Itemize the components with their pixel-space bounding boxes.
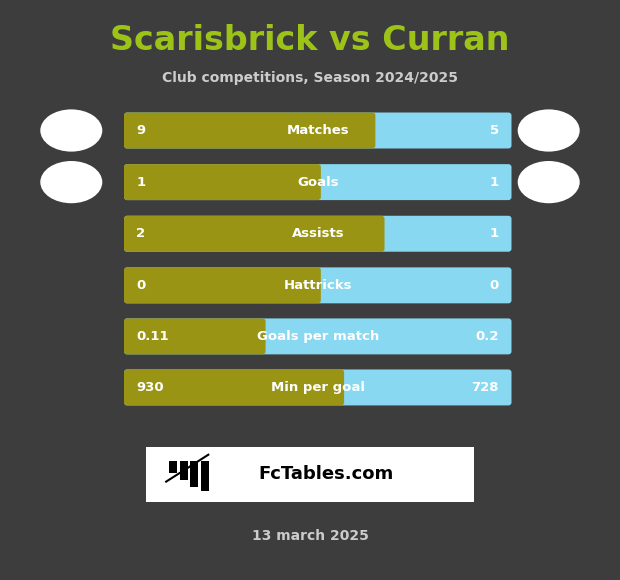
FancyBboxPatch shape [124, 164, 512, 200]
Bar [180, 461, 188, 480]
Text: FcTables.com: FcTables.com [258, 465, 393, 483]
Bar [332, 372, 341, 403]
Bar [363, 115, 372, 146]
Text: 5: 5 [490, 124, 499, 137]
Text: 9: 9 [136, 124, 146, 137]
Text: Min per goal: Min per goal [271, 381, 365, 394]
FancyBboxPatch shape [124, 267, 321, 303]
Text: 13 march 2025: 13 march 2025 [252, 530, 368, 543]
Bar [372, 219, 381, 249]
Bar [146, 447, 474, 502]
Ellipse shape [518, 110, 580, 151]
Ellipse shape [518, 161, 580, 203]
FancyBboxPatch shape [124, 318, 512, 354]
FancyBboxPatch shape [124, 318, 265, 354]
Text: Goals per match: Goals per match [257, 330, 379, 343]
Text: 728: 728 [472, 381, 499, 394]
Text: 0: 0 [136, 279, 146, 292]
FancyBboxPatch shape [124, 113, 375, 148]
FancyBboxPatch shape [124, 164, 321, 200]
Bar [309, 270, 317, 300]
FancyBboxPatch shape [124, 267, 512, 303]
Text: 1: 1 [490, 176, 499, 189]
Text: 930: 930 [136, 381, 164, 394]
Text: Matches: Matches [286, 124, 349, 137]
Bar [201, 461, 209, 491]
FancyBboxPatch shape [124, 113, 512, 148]
FancyBboxPatch shape [124, 369, 344, 405]
FancyBboxPatch shape [124, 216, 384, 252]
Text: 2: 2 [136, 227, 146, 240]
Text: 0.2: 0.2 [476, 330, 499, 343]
Text: Assists: Assists [291, 227, 344, 240]
FancyBboxPatch shape [124, 216, 512, 252]
Ellipse shape [40, 161, 102, 203]
Bar [253, 321, 262, 351]
Text: Hattricks: Hattricks [283, 279, 352, 292]
Bar [309, 167, 317, 197]
Text: Goals: Goals [297, 176, 339, 189]
Ellipse shape [40, 110, 102, 151]
Text: Club competitions, Season 2024/2025: Club competitions, Season 2024/2025 [162, 71, 458, 85]
Text: 1: 1 [136, 176, 146, 189]
Text: 0.11: 0.11 [136, 330, 169, 343]
Bar [190, 461, 198, 487]
Bar [169, 461, 177, 473]
Text: 1: 1 [490, 227, 499, 240]
FancyBboxPatch shape [124, 369, 512, 405]
Text: 0: 0 [490, 279, 499, 292]
Text: Scarisbrick vs Curran: Scarisbrick vs Curran [110, 24, 510, 57]
